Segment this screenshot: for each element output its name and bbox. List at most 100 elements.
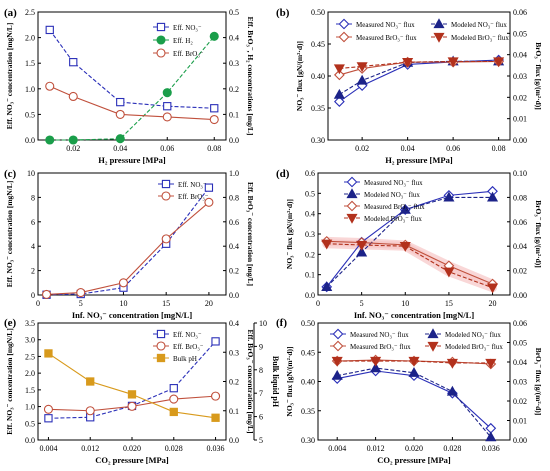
legend-marker xyxy=(156,353,166,363)
data-point xyxy=(210,104,219,113)
x-tick-label: 0.028 xyxy=(165,444,183,453)
data-point xyxy=(485,358,497,369)
legend-label: Modeled NO₃⁻ flux xyxy=(445,331,501,339)
y-tick-label: 0.0 xyxy=(25,436,35,445)
series-line xyxy=(49,29,215,109)
chart-panel-d: 0 5 10 15 20 0.0 0.1 0.2 0.3 0.4 0.5 0.6 0.00 0.02 0.0… xyxy=(276,168,543,320)
legend-marker xyxy=(332,328,344,340)
y-tick-label: 0.3 xyxy=(305,230,315,239)
data-point xyxy=(116,97,125,107)
y3-tick-label: 9 xyxy=(259,342,263,351)
highlight-band xyxy=(322,239,498,293)
x-tick-label: 0.028 xyxy=(443,444,461,453)
y2-tick-label: 0.4 xyxy=(229,242,239,251)
legend-label: Modeled BrO₃⁻ flux xyxy=(364,215,422,223)
y2-tick-label: 0.08 xyxy=(513,193,527,202)
y-tick-label: 0.35 xyxy=(311,104,325,113)
data-point xyxy=(45,25,54,35)
y-tick-label: 1.5 xyxy=(25,59,35,68)
legend-marker xyxy=(338,18,350,30)
y-tick-label: 0.4 xyxy=(305,210,315,219)
y-tick-label: 0.50 xyxy=(301,319,315,328)
plot-frame xyxy=(317,322,511,441)
data-point xyxy=(331,369,343,380)
y-tick-label: 1.5 xyxy=(25,386,35,395)
y2-tick-label: 0.06 xyxy=(513,218,527,227)
y2-tick-label: 0.8 xyxy=(229,193,239,202)
data-point xyxy=(356,74,368,85)
y-tick-label: 2.0 xyxy=(25,34,35,43)
y-axis-label: NO₃⁻ flux [gN/(m²·d)] xyxy=(285,346,294,416)
legend: Measured NO₃⁻ flux Modeled NO₃⁻ flux Measu… xyxy=(330,328,503,352)
y-axis-label: Eff. NO₃⁻ concentration [mgN/L] xyxy=(5,181,14,288)
data-point xyxy=(333,96,345,107)
data-point xyxy=(68,135,78,145)
legend-marker xyxy=(156,35,166,45)
data-point xyxy=(204,183,214,192)
chart-panel-e: 0.004 0.012 0.020 0.028 0.036 0.0 0.5 1.0 1.5 2.0… xyxy=(4,317,280,465)
data-point xyxy=(86,377,95,386)
plot-frame xyxy=(327,11,511,141)
y-tick-label: 0.5 xyxy=(305,189,315,198)
data-point xyxy=(370,356,382,367)
series-1 xyxy=(331,362,497,442)
data-point xyxy=(45,81,55,91)
y-tick-label: 0.2 xyxy=(305,250,315,259)
y2-tick-label: 0.03 xyxy=(513,378,527,387)
plot-frame xyxy=(37,322,227,441)
chart-panel-a: 0.02 0.04 0.06 0.08 0.0 0.5 1.0 1.5 2.0 2.5 0.0 0.1… xyxy=(4,7,255,165)
x-tick-label: 0.08 xyxy=(492,144,506,153)
data-point xyxy=(446,358,458,369)
y2-tick-label: 0.00 xyxy=(513,436,527,445)
legend-marker xyxy=(332,340,344,352)
series-3 xyxy=(321,239,499,294)
y-tick-label: 3.0 xyxy=(25,336,35,345)
y-tick-label: 0.5 xyxy=(25,110,35,119)
x-axis-label: H₂ pressure [MPa] xyxy=(385,155,453,165)
legend-marker xyxy=(427,341,439,352)
y-tick-label: 2.5 xyxy=(25,8,35,17)
y2-tick-label: 0.05 xyxy=(513,29,527,38)
data-point xyxy=(115,134,125,144)
x-tick-label: 0.06 xyxy=(446,144,460,153)
y-tick-label: 1.0 xyxy=(25,85,35,94)
data-point xyxy=(333,88,345,99)
data-point xyxy=(169,384,178,393)
legend-marker xyxy=(156,22,166,32)
y-tick-label: 0.45 xyxy=(311,40,325,49)
x-tick-label: 0.02 xyxy=(355,144,369,153)
x-tick-label: 0.04 xyxy=(113,144,127,153)
data-point xyxy=(487,191,499,202)
data-point xyxy=(399,203,411,214)
panel-label: (c) xyxy=(4,168,17,180)
panel-label: (f) xyxy=(276,317,287,329)
x-tick-label: 20 xyxy=(489,299,497,308)
x-tick-label: 0.036 xyxy=(207,444,225,453)
data-point xyxy=(321,281,333,292)
legend-label: Eff. BrO₃⁻ xyxy=(173,50,204,58)
x-axis-label: CO₂ pressure [MPa] xyxy=(95,455,169,465)
data-point xyxy=(443,267,455,278)
y2-tick-label: 0.06 xyxy=(513,319,527,328)
x-tick-label: 10 xyxy=(401,299,409,308)
y2-tick-label: 0.0 xyxy=(229,136,239,145)
series-line xyxy=(46,201,210,295)
data-point xyxy=(399,242,411,252)
y2-axis-label: Eff. BrO₃⁻ concentration [mg/L] xyxy=(246,329,255,433)
data-point xyxy=(76,288,86,298)
legend-marker xyxy=(346,176,358,188)
y2-tick-label: 0.5 xyxy=(229,8,239,17)
y2-tick-label: 0.1 xyxy=(229,407,239,416)
y3-tick-label: 8 xyxy=(259,366,263,375)
data-point xyxy=(41,289,52,299)
y-tick-label: 0.40 xyxy=(301,378,315,387)
x-tick-label: 0.012 xyxy=(367,444,385,453)
plot-frame xyxy=(37,11,227,141)
legend-marker xyxy=(427,328,439,339)
y2-tick-label: 0.04 xyxy=(513,242,527,251)
data-point xyxy=(487,283,499,294)
x-tick-label: 10 xyxy=(119,299,127,308)
data-point xyxy=(169,407,178,417)
y-axis-label: Eff. NO₃⁻ concentration [mgN/L] xyxy=(5,328,14,435)
